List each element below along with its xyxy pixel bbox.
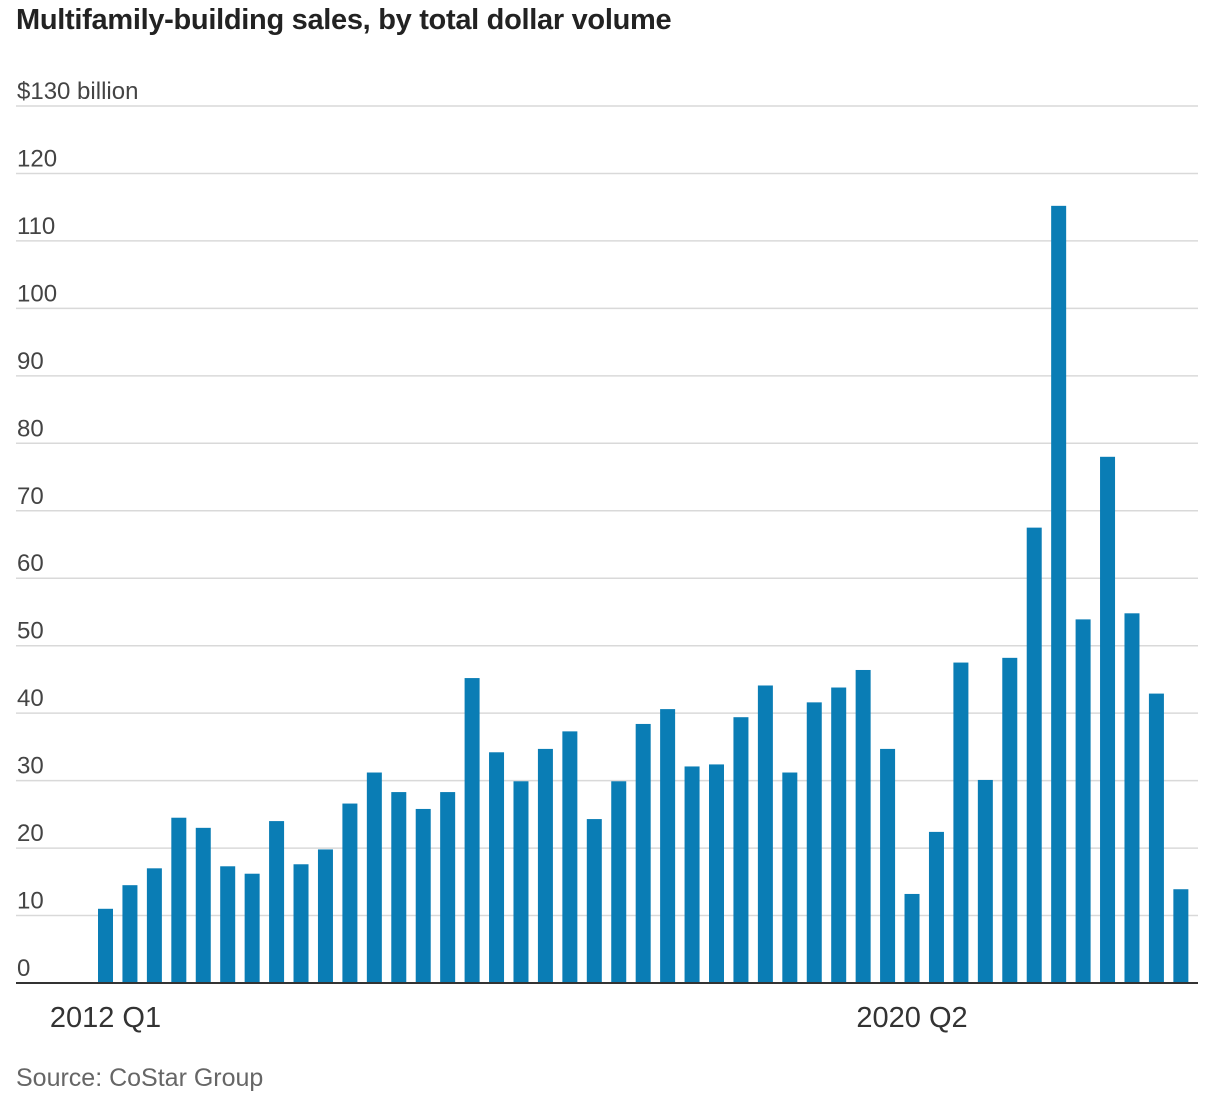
y-tick-label: $130 billion: [17, 78, 138, 105]
bar: [831, 687, 847, 983]
bar: [1051, 205, 1067, 984]
bar: [440, 792, 456, 983]
y-tick-label: 10: [17, 888, 44, 915]
y-tick-label: 40: [17, 685, 44, 712]
bar: [953, 662, 969, 983]
y-tick-label: 110: [17, 213, 55, 240]
bar: [366, 772, 382, 983]
bar: [244, 873, 260, 983]
bar: [880, 748, 896, 983]
bar: [1100, 456, 1116, 983]
bar: [195, 827, 211, 983]
bar: [757, 685, 773, 983]
grid-lines: [16, 105, 1198, 917]
bar: [782, 772, 798, 983]
bar: [586, 819, 602, 983]
y-tick-label: 50: [17, 618, 44, 645]
bar: [855, 669, 871, 983]
bar: [660, 709, 676, 983]
y-tick-label: 70: [17, 483, 44, 510]
y-tick-label: 20: [17, 820, 44, 847]
bar: [1148, 693, 1164, 983]
bar: [1173, 889, 1189, 983]
y-tick-label: 0: [17, 955, 30, 982]
bar: [489, 752, 505, 983]
bar: [806, 702, 822, 983]
y-tick-label: 30: [17, 753, 44, 780]
bar: [98, 908, 113, 983]
x-axis-tick-labels: 2012 Q1 2020 Q2: [50, 1002, 968, 1034]
bar: [342, 803, 358, 983]
bar-chart: 0 10 20 30 40 50 60 70 80 90 100 110 120 $130 billion…: [16, 78, 1198, 1034]
bar: [146, 868, 162, 983]
bars: [98, 205, 1189, 984]
y-tick-label: 100: [17, 280, 57, 307]
bar: [537, 748, 553, 983]
bar: [171, 817, 187, 983]
bar: [122, 885, 138, 983]
y-tick-label: 90: [17, 348, 44, 375]
y-axis-tick-labels: 0 10 20 30 40 50 60 70 80 90 100 110 120 $130 billion: [17, 78, 138, 982]
bar: [635, 723, 651, 983]
bar: [1075, 619, 1091, 983]
bar: [611, 781, 627, 983]
bar: [1026, 527, 1042, 983]
bar: [220, 866, 236, 983]
bar: [562, 731, 578, 983]
bar: [904, 893, 920, 983]
y-tick-label: 120: [17, 145, 57, 172]
bar: [709, 764, 724, 983]
x-tick-label: 2012 Q1: [50, 1002, 161, 1034]
bar: [415, 808, 431, 983]
bar: [269, 821, 285, 983]
bar: [293, 864, 309, 983]
bar: [391, 792, 407, 983]
bar: [464, 678, 480, 983]
bar: [1124, 613, 1140, 983]
bar: [317, 849, 333, 983]
source-note: Source: CoStar Group: [16, 1064, 264, 1092]
x-tick-label: 2020 Q2: [856, 1002, 967, 1034]
bar: [928, 831, 944, 983]
y-tick-label: 80: [17, 415, 44, 442]
bar: [684, 766, 700, 983]
bar: [513, 781, 529, 983]
y-tick-label: 60: [17, 550, 44, 577]
bar: [733, 717, 749, 983]
chart-title: Multifamily-building sales, by total dol…: [16, 4, 672, 36]
bar: [1002, 657, 1018, 983]
bar: [977, 779, 993, 983]
